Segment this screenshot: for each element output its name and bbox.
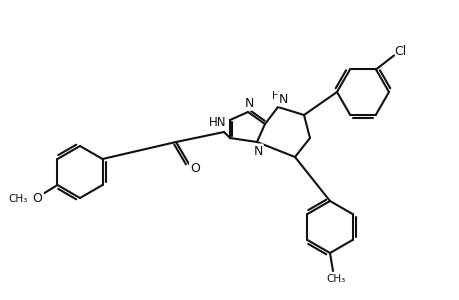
Text: N: N	[253, 145, 262, 158]
Text: CH₃: CH₃	[326, 274, 345, 284]
Text: O: O	[33, 193, 42, 206]
Text: Cl: Cl	[393, 45, 405, 58]
Text: N: N	[278, 92, 287, 106]
Text: H: H	[272, 91, 279, 101]
Text: N: N	[244, 97, 253, 110]
Text: O: O	[190, 161, 200, 175]
Text: HN: HN	[209, 116, 226, 128]
Text: CH₃: CH₃	[8, 194, 28, 204]
